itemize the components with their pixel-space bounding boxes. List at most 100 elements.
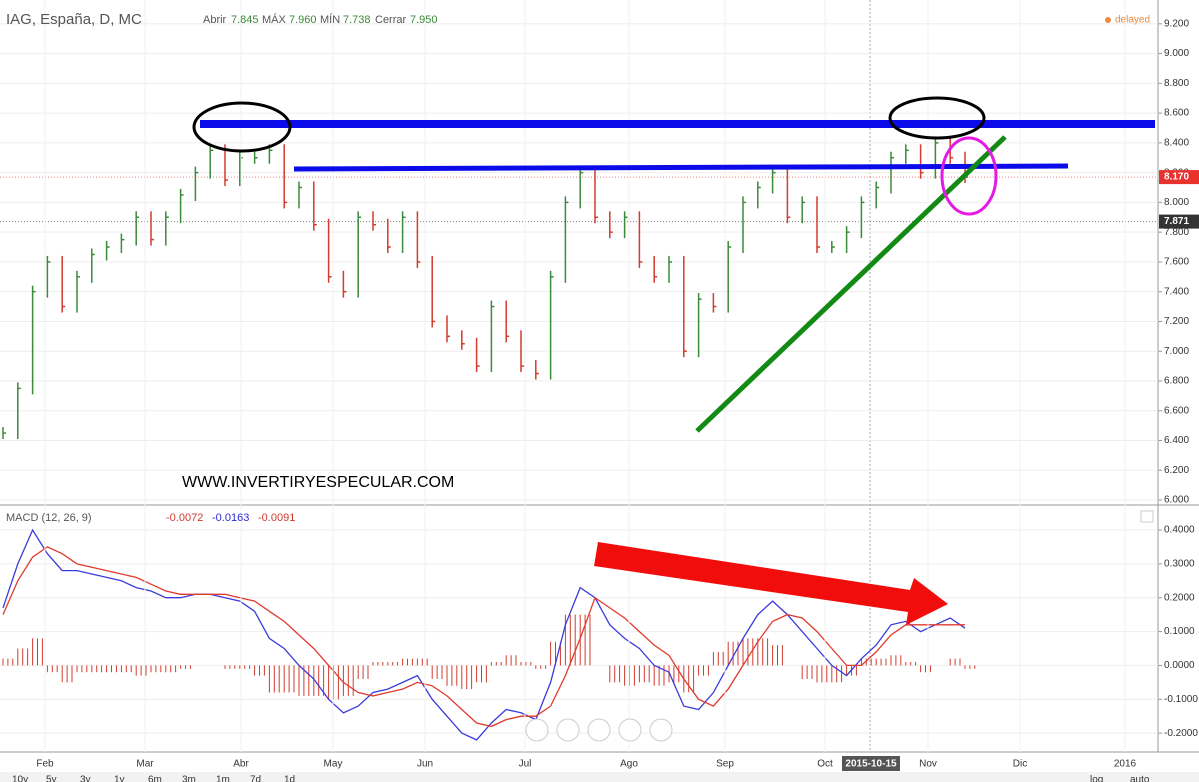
y-tick-label: 0.3000 [1164, 559, 1195, 570]
price-bar [2, 427, 6, 440]
range-button[interactable]: 1m [216, 775, 230, 782]
y-tick-label: 7.800 [1164, 227, 1189, 238]
price-bar [194, 166, 199, 201]
price-marker-label: 7.871 [1164, 216, 1189, 227]
price-bar [357, 211, 362, 298]
range-button[interactable]: 7d [250, 775, 261, 782]
range-button[interactable]: 1d [284, 775, 295, 782]
y-tick-label: 0.2000 [1164, 592, 1195, 603]
range-button[interactable]: 6m [148, 775, 162, 782]
y-tick-label: 6.600 [1164, 405, 1189, 416]
y-tick-label: 7.400 [1164, 286, 1189, 297]
price-marker [1159, 214, 1199, 229]
price-bar [771, 166, 776, 194]
price-bar [283, 144, 288, 209]
price-bar [461, 330, 465, 350]
x-tick-label: Mar [136, 759, 154, 770]
price-bar [712, 293, 717, 313]
y-tick-label: 0.0000 [1164, 660, 1195, 671]
x-tick-label: Abr [233, 759, 249, 770]
circle [192, 101, 292, 153]
price-bar [934, 136, 939, 179]
circle [888, 96, 986, 140]
watermark: WWW.INVERTIRYESPECULAR.COM [182, 474, 454, 491]
low-label: MÍN [320, 13, 340, 26]
auto-button[interactable]: auto [1130, 775, 1150, 782]
price-bar [446, 315, 450, 343]
open-value: 7.845 [231, 14, 259, 26]
price-bar [697, 293, 702, 358]
arrow [594, 542, 948, 625]
range-button[interactable]: 3y [80, 775, 91, 782]
price-bar [905, 144, 909, 164]
range-button[interactable]: 1y [114, 775, 125, 782]
legend-value: -0.0072 [166, 512, 203, 524]
x-tick-label: Nov [919, 759, 937, 770]
price-bar [120, 233, 125, 254]
scroll-left[interactable] [525, 718, 549, 742]
price-bar [253, 151, 258, 164]
price-bar [579, 166, 584, 209]
zoom-out[interactable] [556, 718, 580, 742]
x-tick-label: May [324, 759, 343, 770]
status: delayed [1115, 15, 1150, 26]
x-tick-label: Ago [620, 759, 638, 770]
y-tick-label: 8.400 [1164, 138, 1189, 149]
range-button[interactable]: 5y [46, 775, 57, 782]
x-tick-label: Jul [519, 759, 532, 770]
reset[interactable] [587, 718, 611, 742]
price-bar [594, 166, 598, 224]
open-label: Abrir [203, 14, 227, 26]
price-bar [845, 226, 850, 254]
price-bar [831, 241, 835, 254]
log-button[interactable]: log [1090, 775, 1103, 782]
price-bar [786, 166, 791, 224]
legend-value: -0.0163 [212, 512, 249, 524]
annotations [192, 96, 1155, 742]
price-bar [860, 196, 865, 239]
range-button[interactable]: 10y [12, 775, 28, 782]
price-bar [431, 255, 436, 328]
price-bar [890, 151, 894, 194]
y-tick-label: 8.800 [1164, 78, 1189, 89]
y-tick-label: 6.200 [1164, 465, 1189, 476]
price-bar [505, 300, 510, 343]
y-tick-label: 0.1000 [1164, 626, 1195, 637]
price-marker-label: 8.170 [1164, 172, 1189, 183]
price-bar [416, 211, 421, 268]
price-bar [298, 181, 302, 209]
price-bar [490, 300, 495, 373]
maximize[interactable] [1140, 510, 1154, 523]
x-tick-label: Jun [417, 759, 433, 770]
scroll-right[interactable] [649, 718, 673, 742]
y-tick-label: 7.200 [1164, 316, 1189, 327]
price-bar [609, 211, 613, 239]
price-bar [17, 382, 21, 440]
range-button[interactable]: 3m [182, 775, 196, 782]
price-bar [475, 337, 480, 373]
x-tick-label: Dic [1013, 759, 1027, 770]
price-bar [327, 218, 332, 283]
y-tick-label: 9.000 [1164, 48, 1189, 59]
price-bar [520, 330, 524, 373]
zoom-in[interactable] [618, 718, 642, 742]
price-bar [313, 181, 317, 231]
y-tick-label: 8.600 [1164, 108, 1189, 119]
y-tick-label: 7.000 [1164, 346, 1189, 357]
price-bar [623, 211, 628, 239]
symbol: IAG, España, D, MC [6, 11, 142, 28]
price-bar [564, 196, 569, 283]
y-tick-label: 8.000 [1164, 197, 1189, 208]
price-bar [742, 196, 746, 254]
price-bar [757, 181, 761, 209]
close-value: 7.950 [410, 14, 438, 26]
price-bar [668, 255, 672, 283]
close-label: Cerrar [375, 14, 407, 26]
price-bar [91, 248, 95, 283]
status-dot [1105, 17, 1111, 23]
price-bar [209, 144, 214, 179]
price-plot [0, 0, 1158, 752]
price-bar [150, 211, 154, 246]
x-tick-label: Oct [817, 759, 833, 770]
